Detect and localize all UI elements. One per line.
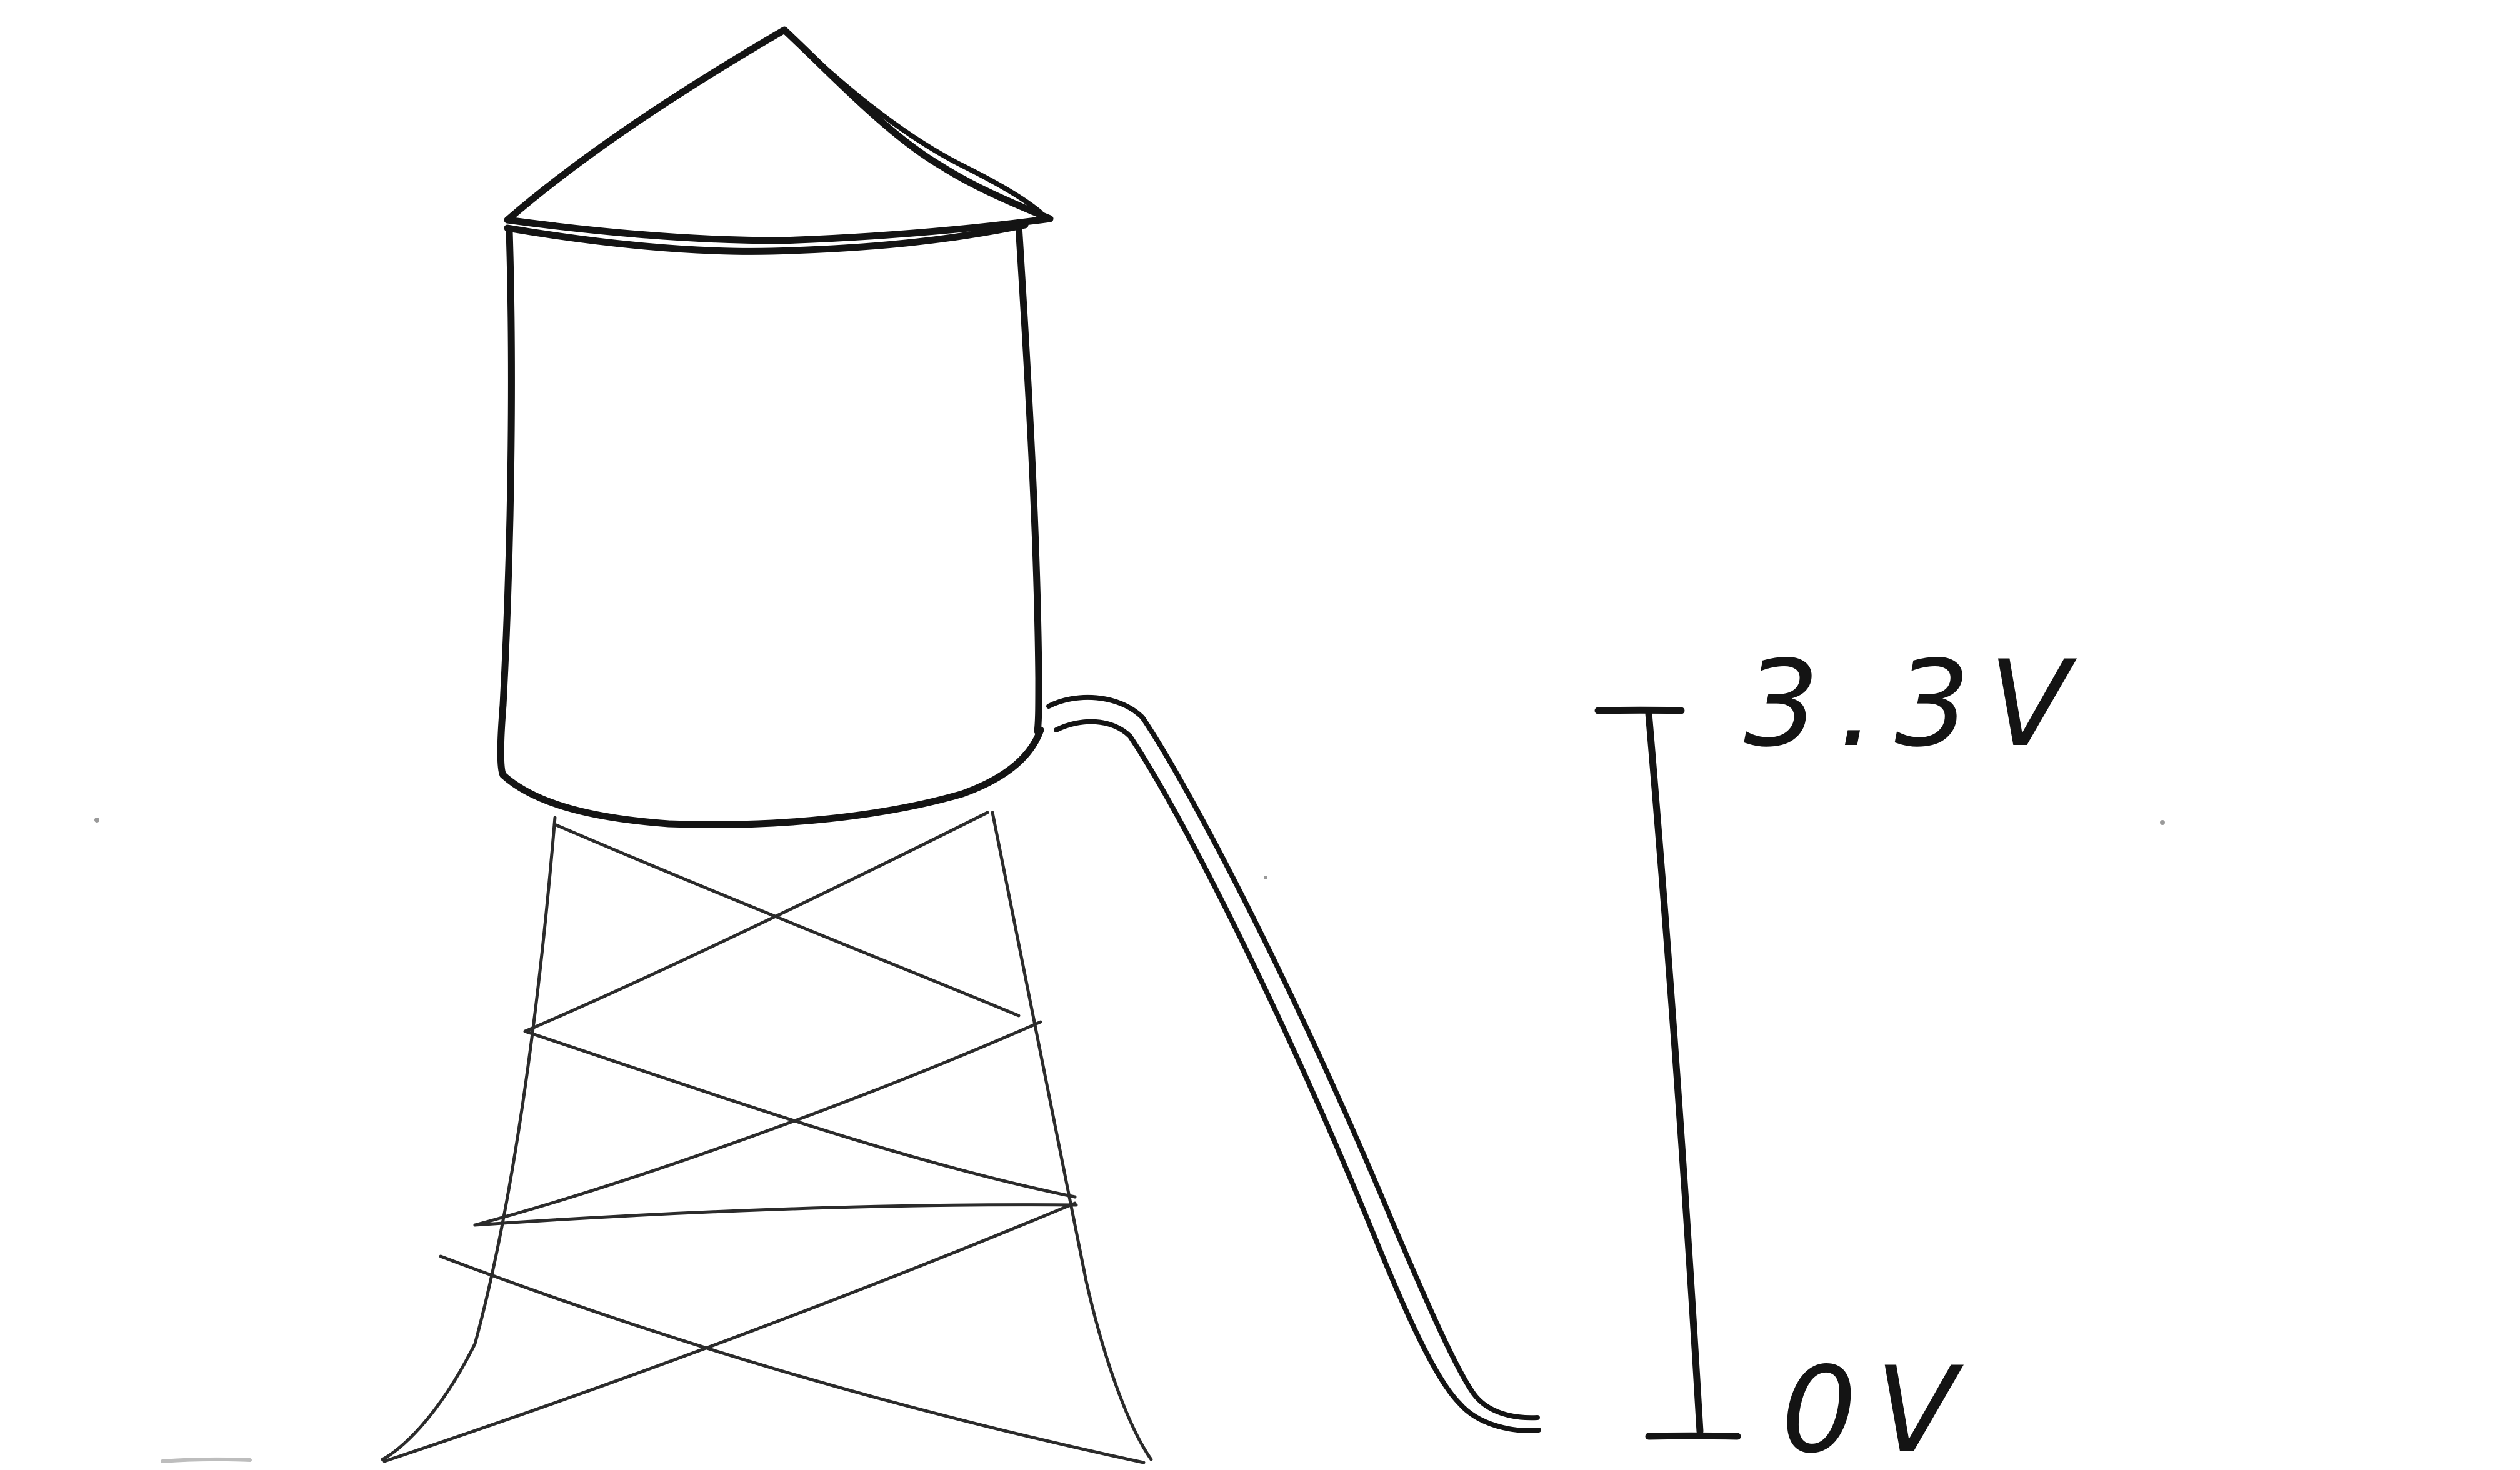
voltage-low-label: 0V: [1781, 1341, 1976, 1470]
voltage-high-label: 3.3V: [1744, 635, 2089, 773]
paper-specks: [94, 818, 2165, 1463]
brace-5: [439, 1254, 1146, 1464]
scale-top-tick: [1594, 706, 1685, 714]
tower-right-leg: [991, 811, 1153, 1461]
water-tower-icon: [381, 26, 1153, 1464]
brace-4: [473, 1020, 1042, 1227]
tank-right-wall: [1015, 222, 1042, 735]
scale-vertical-line: [1645, 710, 1704, 1435]
pipe-outer-line: [1046, 694, 1540, 1421]
brace-3: [523, 1029, 1077, 1199]
voltage-scale: 3.3V 0V: [1594, 635, 2089, 1470]
tower-roof: [504, 26, 1054, 244]
pipe-inner-line: [1054, 719, 1541, 1433]
tank-bottom: [499, 726, 1044, 828]
tank-left-wall: [497, 228, 515, 779]
brace-1: [554, 823, 1021, 1018]
tower-left-leg: [381, 816, 557, 1461]
brace-2: [523, 811, 989, 1033]
brace-mid: [473, 1203, 1078, 1227]
tower-roof-inner-shadow: [782, 28, 1043, 215]
tank-top-rim: [504, 221, 1029, 255]
brace-6: [382, 1201, 1077, 1463]
outlet-pipe-icon: [1046, 694, 1541, 1433]
